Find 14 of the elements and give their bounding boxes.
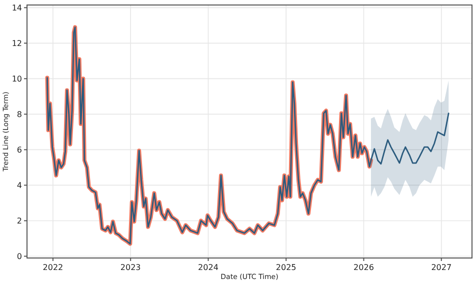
x-tick-label: 2027: [431, 263, 452, 272]
y-tick-label: 4: [16, 181, 22, 190]
y-tick-label: 12: [12, 39, 22, 48]
x-tick-label: 2026: [354, 263, 374, 272]
y-tick-label: 14: [12, 4, 22, 13]
y-tick-label: 6: [16, 146, 22, 155]
x-tick-label: 2022: [42, 263, 64, 272]
x-tick-label: 2023: [120, 263, 141, 272]
x-tick-label: 2024: [198, 263, 218, 272]
y-tick-label: 2: [16, 216, 22, 226]
y-tick-label: 8: [16, 110, 22, 120]
x-tick-label: 2025: [276, 263, 296, 272]
y-tick-label: 0: [16, 252, 22, 262]
y-tick-label: 10: [12, 74, 22, 84]
